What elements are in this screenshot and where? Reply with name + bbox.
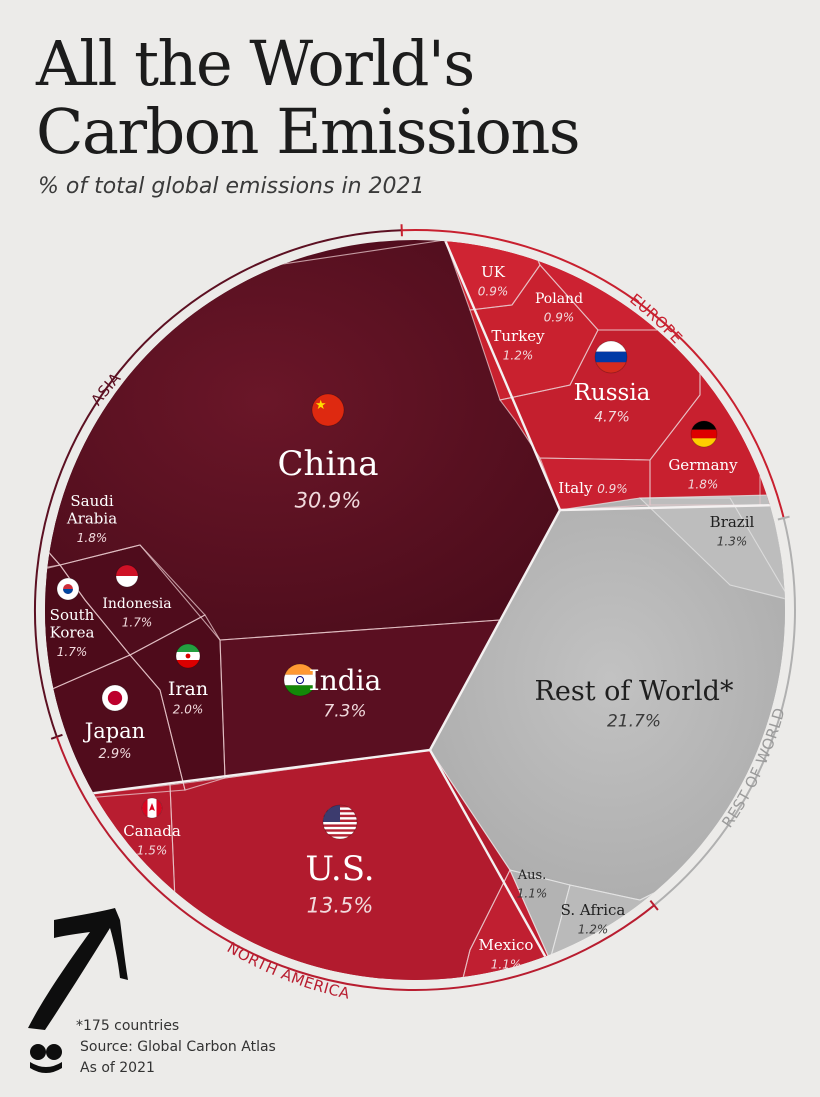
footer: *175 countries Source: Global Carbon Atl… bbox=[76, 1016, 276, 1079]
value-saudi: 1.8% bbox=[77, 531, 108, 545]
label-saudi-line-2: Arabia bbox=[66, 509, 117, 527]
label-japan: Japan bbox=[83, 719, 145, 743]
indonesia-flag-icon bbox=[115, 564, 139, 588]
cell-aus bbox=[510, 870, 570, 960]
label-us: U.S. bbox=[305, 849, 374, 889]
subtitle: % of total global emissions in 2021 bbox=[38, 174, 425, 199]
south-korea-flag-icon bbox=[56, 577, 80, 601]
us-flag-icon bbox=[322, 804, 358, 840]
value-poland: 0.9% bbox=[544, 311, 575, 325]
cell-border-brazil bbox=[638, 494, 785, 601]
cell-southkorea bbox=[45, 565, 130, 690]
label-saudi-line-1: Saudi bbox=[70, 492, 113, 510]
label-row: Rest of World* bbox=[535, 676, 734, 707]
cell-italy bbox=[540, 458, 650, 510]
value-italy: 0.9% bbox=[597, 482, 628, 496]
visual-capitalist-logo bbox=[28, 908, 128, 1073]
value-aus: 1.1% bbox=[517, 887, 548, 901]
value-brazil: 1.3% bbox=[717, 535, 748, 549]
cell-turkey bbox=[470, 265, 598, 400]
source-note: Source: Global Carbon Atlas bbox=[80, 1039, 276, 1055]
label-germany: Germany bbox=[668, 456, 738, 474]
japan-flag-icon bbox=[101, 684, 129, 712]
value-turkey: 1.2% bbox=[503, 349, 534, 363]
canada-flag-icon bbox=[141, 797, 163, 819]
cell-border-southkorea bbox=[45, 564, 131, 691]
svg-text:★: ★ bbox=[315, 398, 326, 413]
label-brazil: Brazil bbox=[710, 513, 755, 531]
label-southkorea-line-2: Korea bbox=[50, 623, 95, 641]
value-iran: 2.0% bbox=[173, 703, 204, 717]
value-southkorea: 1.7% bbox=[57, 645, 88, 659]
asia-arc bbox=[33, 229, 402, 738]
value-germany: 1.8% bbox=[688, 478, 719, 492]
as-of-note: As of 2021 bbox=[80, 1060, 155, 1076]
label-uk: UK bbox=[481, 263, 506, 281]
value-us: 13.5% bbox=[307, 894, 374, 918]
value-russia: 4.7% bbox=[594, 410, 630, 426]
cell-iran bbox=[130, 615, 225, 790]
label-mexico: Mexico bbox=[479, 936, 534, 954]
value-uk: 0.9% bbox=[478, 285, 509, 299]
region-divider-2 bbox=[45, 748, 431, 802]
europe-arc bbox=[401, 229, 785, 519]
label-indonesia: Indonesia bbox=[102, 596, 171, 612]
cell-saudi bbox=[45, 520, 60, 570]
cell-row bbox=[430, 498, 785, 900]
value-safrica: 1.2% bbox=[578, 923, 609, 937]
label-italy: Italy 0.9% bbox=[558, 479, 627, 497]
label-canada: Canada bbox=[123, 822, 181, 840]
iran-flag-icon bbox=[175, 643, 201, 669]
region-divider-3 bbox=[559, 503, 781, 512]
asia-arc-tick bbox=[50, 733, 63, 740]
region-divider-1 bbox=[428, 509, 562, 751]
label-turkey: Turkey bbox=[491, 327, 545, 345]
germany-flag-icon bbox=[690, 420, 718, 448]
china-flag-icon: ★ bbox=[311, 393, 345, 427]
label-china: China bbox=[278, 444, 379, 484]
cell-us bbox=[170, 750, 510, 980]
page-title: All the World's Carbon Emissions bbox=[36, 27, 581, 168]
north-america-arc-tick bbox=[649, 900, 659, 911]
label-india: India bbox=[309, 664, 382, 697]
value-canada: 1.5% bbox=[137, 844, 168, 858]
label-safrica: S. Africa bbox=[561, 901, 626, 919]
title-line-1: All the World's bbox=[36, 27, 475, 100]
footnote: *175 countries bbox=[76, 1018, 180, 1034]
region-divider-0 bbox=[443, 240, 562, 511]
label-poland: Poland bbox=[535, 291, 583, 307]
title-line-2: Carbon Emissions bbox=[36, 95, 581, 168]
cell-russia bbox=[500, 330, 700, 460]
label-southkorea-line-1: South bbox=[50, 606, 95, 624]
north-america-arc bbox=[55, 736, 655, 991]
label-russia: Russia bbox=[574, 380, 651, 406]
label-aus: Aus. bbox=[517, 868, 547, 883]
value-mexico: 1.1% bbox=[491, 958, 522, 972]
india-flag-icon bbox=[283, 663, 317, 697]
rest-of-world-arc-tick bbox=[777, 515, 790, 521]
label-iran: Iran bbox=[168, 678, 208, 700]
cell-indonesia bbox=[60, 545, 205, 655]
cell-india bbox=[220, 620, 500, 778]
value-india: 7.3% bbox=[323, 701, 366, 721]
region-divider-4 bbox=[428, 749, 552, 966]
russia-flag-icon bbox=[594, 340, 628, 374]
value-japan: 2.9% bbox=[98, 747, 131, 762]
value-china: 30.9% bbox=[295, 489, 362, 513]
cell-brazil bbox=[640, 495, 785, 600]
value-row: 21.7% bbox=[607, 711, 661, 731]
value-indonesia: 1.7% bbox=[122, 616, 153, 630]
rest-of-world-arc bbox=[653, 517, 796, 907]
